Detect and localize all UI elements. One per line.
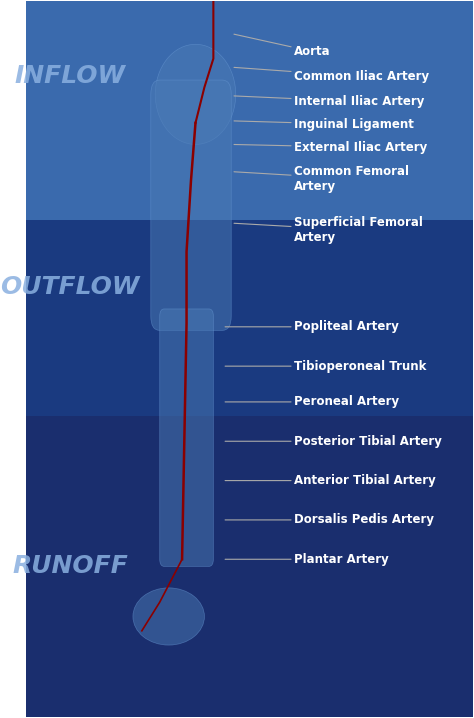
Ellipse shape	[133, 588, 204, 645]
Text: Anterior Tibial Artery: Anterior Tibial Artery	[225, 474, 436, 487]
Text: Superficial Femoral
Artery: Superficial Femoral Artery	[234, 216, 423, 244]
Text: INFLOW: INFLOW	[15, 65, 126, 88]
Text: Posterior Tibial Artery: Posterior Tibial Artery	[225, 435, 442, 448]
Text: Plantar Artery: Plantar Artery	[225, 553, 389, 566]
Text: Internal Iliac Artery: Internal Iliac Artery	[234, 95, 424, 108]
Text: Tibioperoneal Trunk: Tibioperoneal Trunk	[225, 360, 426, 373]
Text: Common Femoral
Artery: Common Femoral Artery	[234, 164, 409, 192]
FancyBboxPatch shape	[26, 416, 473, 717]
FancyBboxPatch shape	[160, 309, 213, 567]
Text: RUNOFF: RUNOFF	[12, 554, 128, 579]
Ellipse shape	[155, 45, 236, 144]
Text: Aorta: Aorta	[234, 34, 330, 58]
Text: Inguinal Ligament: Inguinal Ligament	[234, 118, 414, 131]
FancyBboxPatch shape	[26, 220, 473, 416]
Text: External Iliac Artery: External Iliac Artery	[234, 141, 427, 154]
FancyBboxPatch shape	[26, 1, 473, 220]
Text: Popliteal Artery: Popliteal Artery	[225, 320, 399, 333]
Text: Dorsalis Pedis Artery: Dorsalis Pedis Artery	[225, 513, 434, 526]
Text: Common Iliac Artery: Common Iliac Artery	[234, 67, 429, 83]
Text: Peroneal Artery: Peroneal Artery	[225, 396, 399, 409]
Text: OUTFLOW: OUTFLOW	[0, 276, 140, 299]
FancyBboxPatch shape	[151, 80, 231, 330]
